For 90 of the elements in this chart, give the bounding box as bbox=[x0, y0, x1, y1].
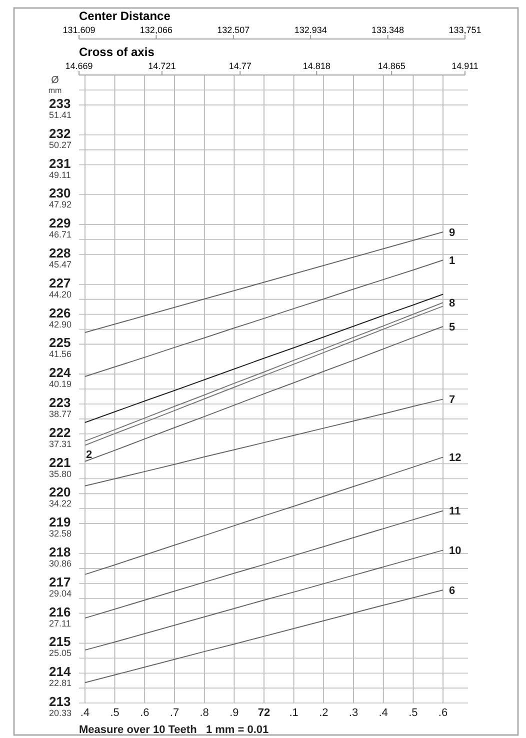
text: 32.58 bbox=[49, 528, 72, 539]
text: 49.11 bbox=[49, 170, 71, 180]
x-tick-label: 72 bbox=[258, 707, 270, 719]
text: 44.20 bbox=[49, 289, 72, 300]
x-tick-label: .8 bbox=[200, 707, 209, 719]
line-series bbox=[84, 589, 444, 684]
x2-tick-label: 14.911 bbox=[452, 61, 478, 71]
line-series bbox=[84, 294, 444, 424]
text: 51.41 bbox=[49, 110, 72, 120]
x2-tick-label: 14.865 bbox=[378, 61, 406, 71]
series-label: 6 bbox=[449, 584, 456, 597]
text: 25.05 bbox=[49, 648, 72, 658]
text: 27.11 bbox=[49, 618, 71, 628]
series-label: 7 bbox=[449, 394, 456, 406]
y-tick-label: 228 bbox=[49, 245, 71, 260]
text: 30.86 bbox=[49, 558, 72, 568]
x-tick-label: .6 bbox=[140, 707, 150, 719]
y-tick-label: 216 bbox=[49, 604, 71, 620]
text: 47.92 bbox=[49, 200, 72, 210]
x-tick-label: .5 bbox=[110, 707, 120, 719]
series-label: 10 bbox=[449, 545, 462, 558]
text: 133.348 bbox=[372, 25, 404, 35]
x-tick-label: .6 bbox=[438, 707, 448, 719]
line-series bbox=[84, 326, 444, 462]
line-series bbox=[84, 456, 444, 575]
y-tick-label: 226 bbox=[49, 305, 71, 320]
y-tick-label: 213 bbox=[49, 694, 71, 709]
y-tick-label: 225 bbox=[49, 335, 71, 350]
y-tick-label: 231 bbox=[49, 156, 71, 171]
y-tick-label: 217 bbox=[49, 574, 71, 590]
x-tick-label: .2 bbox=[319, 707, 328, 719]
y-tick-label: 221 bbox=[49, 454, 71, 470]
x2-tick-label: 14.818 bbox=[302, 61, 330, 71]
text: 41.56 bbox=[49, 349, 72, 360]
x2-tick-label: 14.77 bbox=[228, 61, 252, 71]
series-label: 12 bbox=[449, 452, 462, 464]
text: 45.47 bbox=[49, 259, 72, 270]
y-tick-label: 222 bbox=[49, 424, 71, 440]
line-series bbox=[84, 550, 444, 651]
text: 40.19 bbox=[49, 379, 72, 390]
y-tick-label: 214 bbox=[49, 664, 72, 680]
x-tick-label: .4 bbox=[80, 707, 90, 719]
line-series bbox=[84, 260, 444, 377]
series-label: 9 bbox=[449, 227, 456, 240]
x-tick-label: .3 bbox=[348, 707, 358, 719]
x-tick-label: .4 bbox=[378, 707, 388, 719]
y-tick-label: 219 bbox=[49, 514, 71, 530]
text: 42.90 bbox=[49, 319, 72, 330]
series-label: 1 bbox=[449, 255, 456, 268]
text: 131.609 bbox=[62, 25, 96, 35]
chart-title: Center Distance bbox=[79, 9, 171, 23]
x2-tick-label: 14.721 bbox=[148, 61, 176, 71]
text: 50.27 bbox=[49, 140, 72, 150]
y-tick-label: 220 bbox=[49, 484, 71, 500]
x-axis-title: Measure over 10 Teeth 1 mm = 0.01 bbox=[79, 724, 269, 736]
text: 132.934 bbox=[294, 25, 327, 35]
x-tick-label: .7 bbox=[170, 707, 180, 719]
text: 35.80 bbox=[49, 468, 72, 479]
line-series bbox=[84, 232, 444, 334]
text: 20.33 bbox=[49, 708, 72, 718]
line-series bbox=[84, 510, 444, 619]
annotation: 2 bbox=[86, 449, 92, 462]
text: 46.71 bbox=[49, 230, 72, 240]
series-label: 5 bbox=[449, 322, 456, 334]
text: 37.31 bbox=[49, 438, 72, 449]
y-tick-label: 224 bbox=[49, 365, 72, 380]
text: 34.22 bbox=[49, 498, 72, 509]
y-tick-label: 233 bbox=[49, 96, 71, 111]
series-label: 11 bbox=[449, 506, 461, 518]
y-tick-label: 232 bbox=[49, 126, 71, 141]
text: 133,751 bbox=[448, 25, 482, 35]
x2-axis-title: Cross of axis bbox=[79, 45, 155, 59]
text: 29.04 bbox=[49, 588, 72, 598]
x2-tick-label: 14.669 bbox=[65, 61, 93, 71]
text: 22.81 bbox=[49, 678, 72, 688]
y-tick-label: 223 bbox=[49, 394, 71, 410]
y-tick-label: 218 bbox=[49, 544, 71, 560]
x-tick-label: .9 bbox=[230, 707, 239, 719]
text: 132,066 bbox=[140, 25, 172, 35]
line-series bbox=[84, 398, 444, 486]
x-tick-label: .5 bbox=[408, 707, 418, 719]
y-tick-label: 230 bbox=[49, 186, 71, 201]
text: 38.77 bbox=[49, 408, 72, 419]
y-tick-label: 227 bbox=[49, 275, 71, 290]
text: 132.507 bbox=[217, 25, 250, 35]
y-axis-title: Ø mm bbox=[48, 75, 62, 95]
series-label: 8 bbox=[449, 298, 456, 310]
y-tick-label: 229 bbox=[49, 216, 71, 231]
x-tick-label: .1 bbox=[289, 707, 298, 719]
y-tick-label: 215 bbox=[49, 634, 71, 650]
